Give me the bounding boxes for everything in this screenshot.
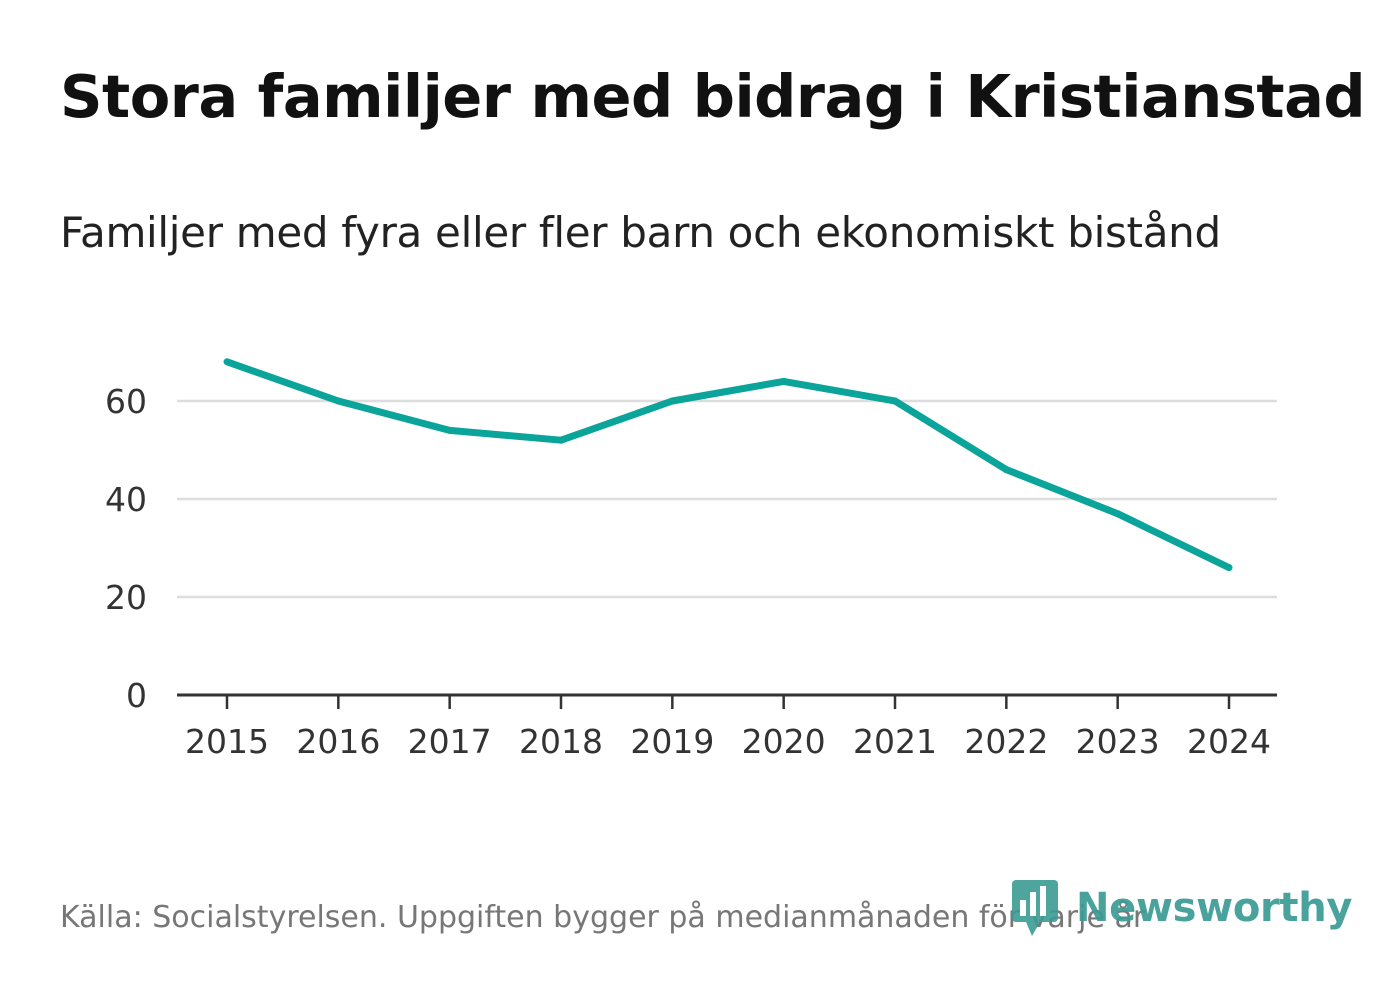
data-point-2019 [668, 397, 676, 405]
x-tick-label-2019: 2019 [630, 722, 714, 761]
data-point-2024 [1225, 564, 1233, 572]
data-point-2021 [891, 397, 899, 405]
brand-logo: Newsworthy [1010, 878, 1353, 938]
x-tick-label-2018: 2018 [519, 722, 603, 761]
series-layer [223, 358, 1233, 572]
x-tick-label-2016: 2016 [296, 722, 380, 761]
source-note: Källa: Socialstyrelsen. Uppgiften bygger… [60, 900, 1146, 935]
y-tick-label-0: 0 [126, 676, 147, 715]
y-tick-label-40: 40 [105, 480, 147, 519]
x-tick-label-2024: 2024 [1187, 722, 1271, 761]
x-tick-label-2017: 2017 [408, 722, 492, 761]
gridlines [177, 399, 1277, 599]
y-tick-label-60: 60 [105, 382, 147, 421]
data-point-2016 [334, 397, 342, 405]
series-line-0 [225, 358, 1231, 571]
data-point-2018 [557, 436, 565, 444]
y-tick-label-20: 20 [105, 578, 147, 617]
data-point-2017 [446, 426, 454, 434]
x-tick-label-2023: 2023 [1076, 722, 1160, 761]
data-point-2022 [1002, 466, 1010, 474]
x-tick-label-2021: 2021 [853, 722, 937, 761]
chart-subtitle: Familjer med fyra eller fler barn och ek… [60, 208, 1221, 257]
data-point-2023 [1114, 510, 1122, 518]
chart-title: Stora familjer med bidrag i Kristianstad [60, 62, 1366, 131]
x-axis-ticks: 2015 2016 2017 2018 2019 2020 2021 2022 2023 2024 [185, 695, 1271, 761]
x-tick-label-2015: 2015 [185, 722, 269, 761]
newsworthy-logo-icon [1012, 880, 1058, 936]
data-point-2020 [780, 377, 788, 385]
brand-name: Newsworthy [1076, 885, 1353, 931]
data-point-2015 [223, 358, 231, 366]
y-axis-ticks: 0 20 40 60 [105, 382, 147, 715]
x-tick-label-2022: 2022 [964, 722, 1048, 761]
x-tick-label-2020: 2020 [742, 722, 826, 761]
